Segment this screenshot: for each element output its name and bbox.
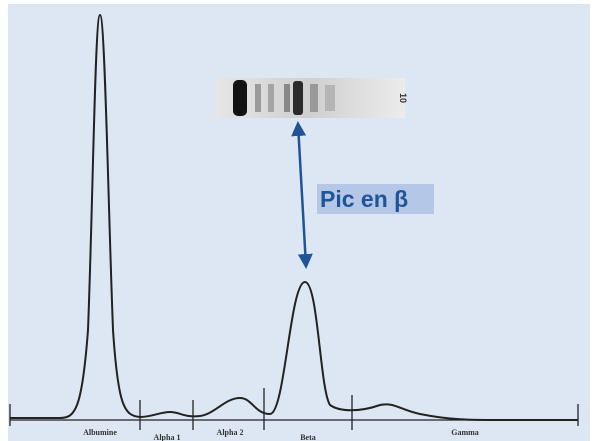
gel-band	[325, 85, 335, 111]
gel-label: 10	[398, 93, 408, 103]
fraction-label: Gamma	[451, 428, 479, 437]
fraction-label: Alpha 1	[154, 433, 181, 441]
gel-band	[310, 84, 318, 112]
fraction-label: Alpha 2	[217, 428, 244, 437]
gel-band	[233, 80, 247, 116]
figure: 10 Pic en β Albumine Alpha 1 Alpha 2 Bet…	[0, 0, 596, 441]
fraction-label: Beta	[300, 433, 316, 441]
gel-band	[293, 81, 303, 115]
page: 10 Pic en β Albumine Alpha 1 Alpha 2 Bet…	[0, 0, 596, 441]
gel-strip: 10	[215, 78, 408, 118]
gel-band	[284, 84, 290, 112]
gel-band	[268, 84, 274, 112]
annotation: Pic en β	[320, 186, 408, 212]
fraction-label: Albumine	[83, 428, 117, 437]
gel-band	[255, 84, 261, 112]
